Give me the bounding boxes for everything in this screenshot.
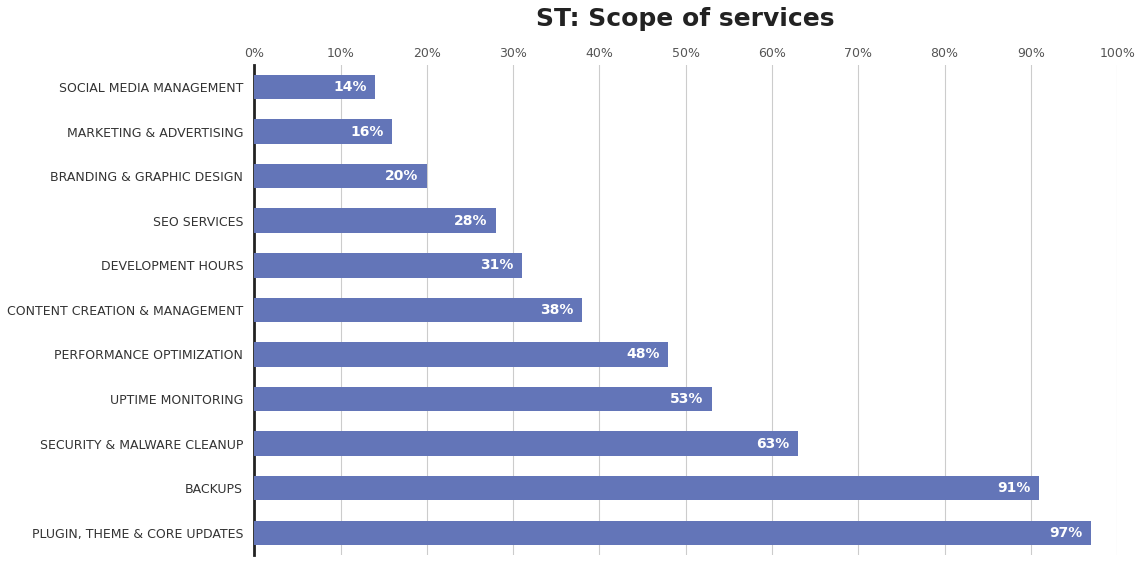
Bar: [255, 253, 522, 278]
Bar: [255, 164, 427, 188]
Bar: [255, 209, 496, 233]
Bar: [255, 342, 668, 366]
Text: 53%: 53%: [669, 392, 703, 406]
Bar: [255, 476, 1039, 500]
Text: 14%: 14%: [333, 80, 367, 94]
Text: 20%: 20%: [385, 169, 418, 183]
Text: 91%: 91%: [997, 481, 1031, 495]
Text: 63%: 63%: [756, 437, 789, 451]
Title: ST: Scope of services: ST: Scope of services: [537, 7, 835, 31]
Text: 38%: 38%: [540, 303, 573, 317]
Bar: [255, 520, 1092, 545]
Bar: [255, 119, 393, 144]
Text: 31%: 31%: [480, 259, 513, 272]
Text: 28%: 28%: [453, 214, 488, 228]
Bar: [255, 387, 711, 411]
Bar: [255, 75, 375, 99]
Text: 97%: 97%: [1049, 526, 1083, 540]
Bar: [255, 298, 582, 322]
Bar: [255, 432, 798, 456]
Text: 48%: 48%: [626, 347, 660, 361]
Text: 16%: 16%: [351, 125, 384, 138]
